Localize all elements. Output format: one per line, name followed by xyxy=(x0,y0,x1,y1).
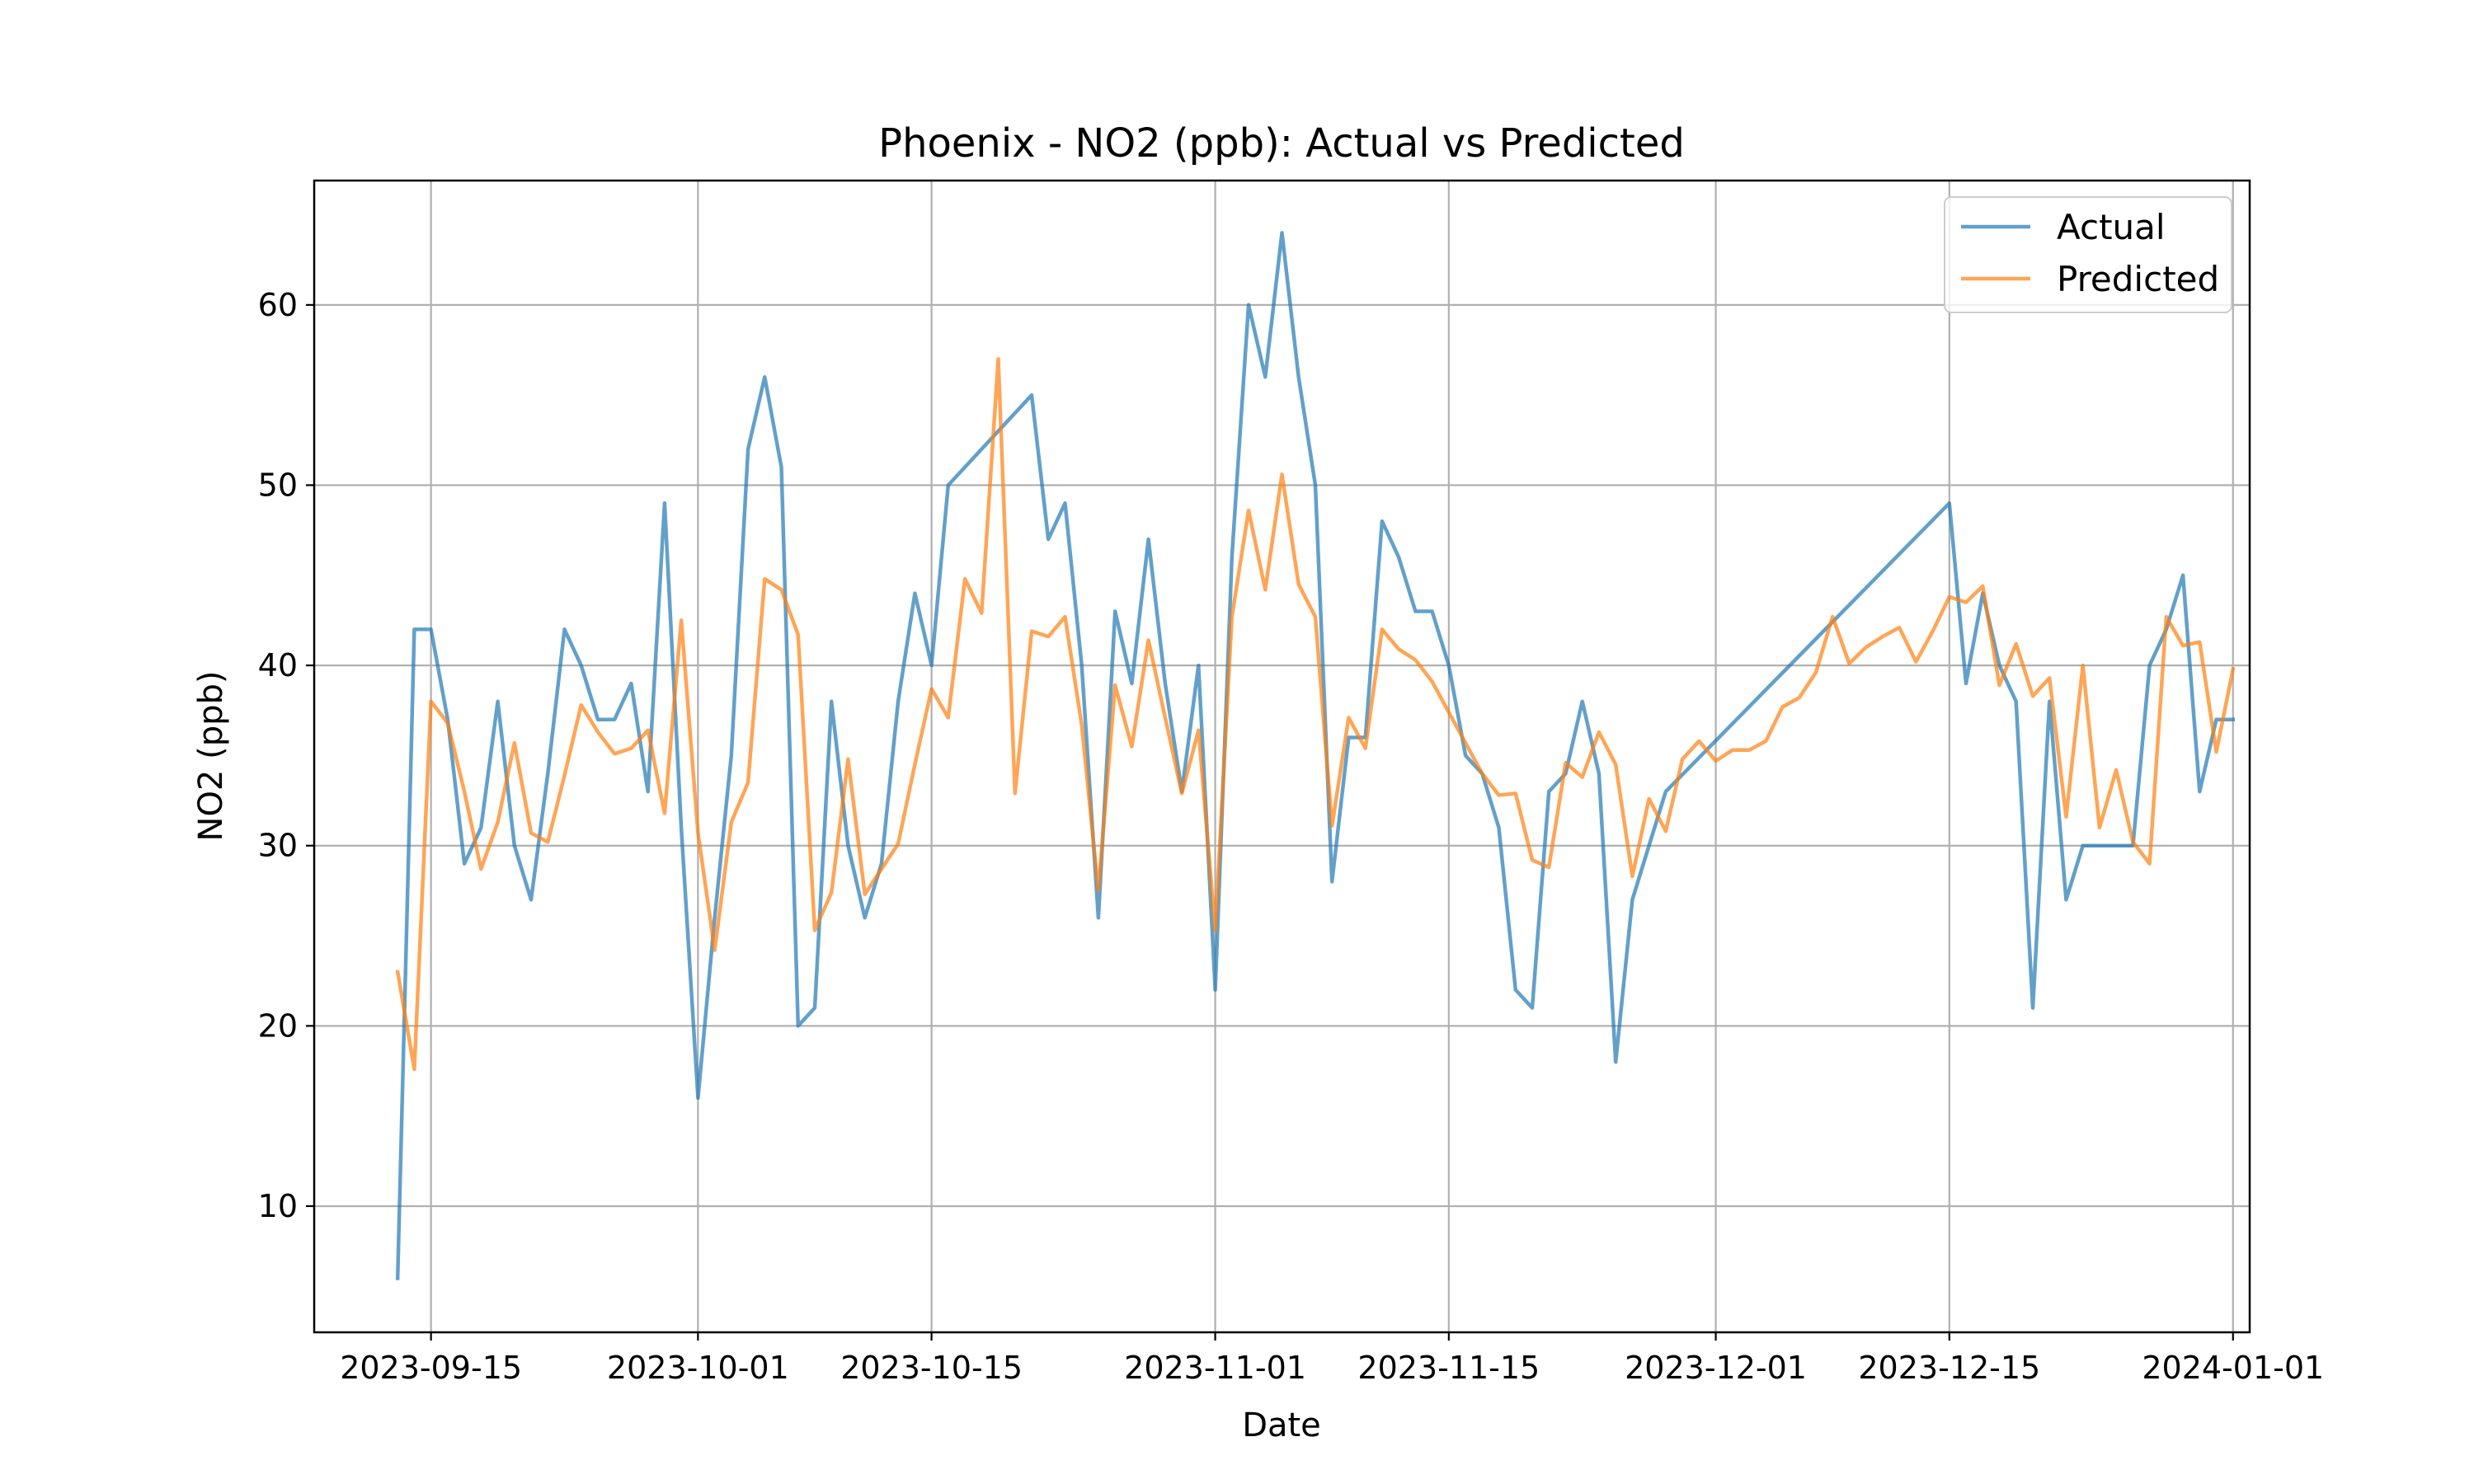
x-axis-ticks: 2023-09-15 2023-10-01 2023-10-15 2023-11-01… xyxy=(340,1332,2324,1386)
series-lines xyxy=(395,231,2236,1280)
y-tick-label: 30 xyxy=(258,828,298,864)
grid-lines xyxy=(314,181,2250,1332)
y-axis-ticks: 10 20 30 40 50 60 xyxy=(258,287,314,1224)
chart-title: Phoenix - NO2 (ppb): Actual vs Predicted xyxy=(878,120,1685,167)
x-tick-label: 2023-09-15 xyxy=(340,1350,522,1386)
x-tick-label: 2023-11-15 xyxy=(1357,1350,1540,1386)
legend: Actual Predicted xyxy=(1944,196,2232,313)
y-tick-label: 40 xyxy=(258,647,298,683)
legend-label-actual: Actual xyxy=(2057,207,2166,247)
x-tick-label: 2024-01-01 xyxy=(2142,1350,2324,1386)
x-tick-label: 2023-12-01 xyxy=(1625,1350,1807,1386)
y-tick-label: 60 xyxy=(258,287,298,323)
legend-label-predicted: Predicted xyxy=(2057,259,2219,299)
x-tick-label: 2023-12-15 xyxy=(1858,1350,2040,1386)
y-axis-label: NO2 (ppb) xyxy=(192,671,230,842)
plot-area-frame xyxy=(313,179,2251,1334)
x-tick-label: 2023-10-15 xyxy=(840,1350,1023,1386)
series-line-predicted xyxy=(395,357,2236,1072)
x-axis-label: Date xyxy=(1242,1407,1321,1444)
y-tick-label: 20 xyxy=(258,1007,298,1044)
y-tick-label: 10 xyxy=(258,1188,298,1224)
x-tick-label: 2023-11-01 xyxy=(1124,1350,1306,1386)
y-tick-label: 50 xyxy=(258,467,298,503)
x-tick-label: 2023-10-01 xyxy=(607,1350,789,1386)
